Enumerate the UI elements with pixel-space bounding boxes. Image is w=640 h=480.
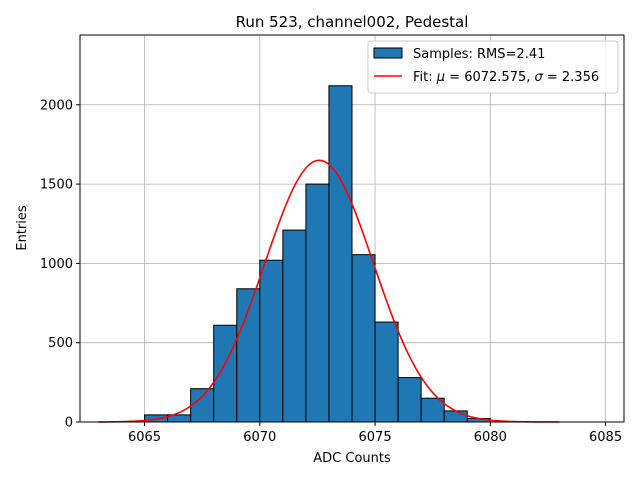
histogram-bar — [397, 377, 422, 423]
x-tick-label: 6065 — [128, 430, 161, 445]
histogram-bar — [259, 259, 284, 423]
histogram-bar — [351, 254, 376, 423]
x-tick-label: 6080 — [474, 430, 507, 445]
legend-fit-label: Fit: μ = 6072.575, σ = 2.356 — [413, 70, 599, 85]
x-tick-label: 6075 — [359, 430, 392, 445]
histogram-bar — [443, 410, 468, 423]
legend-fit-prefix: Fit: — [413, 70, 437, 85]
y-tick-label: 1000 — [40, 257, 73, 272]
legend-fit-mu-value: = 6072.575, — [445, 70, 534, 85]
x-axis-label: ADC Counts — [313, 451, 391, 466]
plot-frame — [79, 34, 625, 423]
legend-fit-mu-symbol: μ — [436, 70, 445, 85]
y-tick-label: 1500 — [40, 178, 73, 193]
x-axis-ticks: 6065 6070 6075 6080 6085 — [128, 422, 622, 445]
legend-samples-swatch — [373, 47, 403, 59]
x-tick-label: 6085 — [589, 430, 622, 445]
y-tick-label: 500 — [48, 336, 73, 351]
histogram-bar — [190, 388, 215, 423]
x-tick-label: 6070 — [243, 430, 276, 445]
fit-curve — [98, 159, 560, 423]
histogram-bar — [213, 324, 238, 423]
legend: Samples: RMS=2.41 Fit: μ = 6072.575, σ =… — [367, 40, 619, 94]
histogram-bar — [420, 397, 445, 423]
legend-box — [367, 40, 619, 94]
y-axis-ticks: 0 500 1000 1500 2000 — [40, 98, 80, 431]
histogram-bar — [328, 85, 353, 423]
histogram-bar — [374, 321, 399, 423]
legend-fit-sigma-value: = 2.356 — [543, 70, 599, 85]
legend-samples-label: Samples: RMS=2.41 — [413, 47, 545, 62]
histogram-bar — [305, 183, 330, 423]
chart-title: Run 523, channel002, Pedestal — [236, 13, 469, 31]
y-tick-label: 0 — [65, 416, 73, 431]
histogram-bar — [282, 229, 307, 423]
legend-fit-sigma-symbol: σ — [535, 70, 544, 85]
y-axis-label: Entries — [15, 205, 30, 251]
y-tick-label: 2000 — [40, 98, 73, 113]
